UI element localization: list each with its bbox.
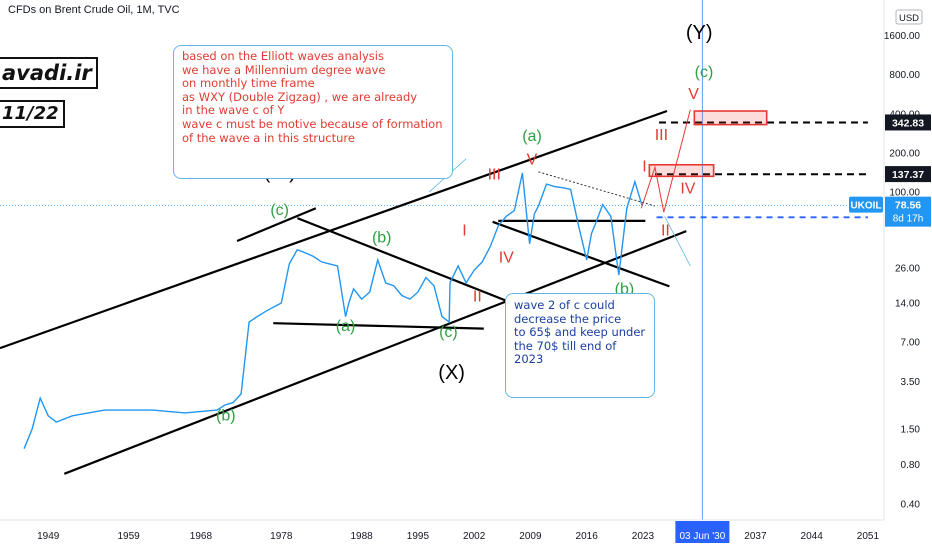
price-axis: 1600.00800.00400.00200.00100.0026.0014.0… xyxy=(849,0,932,550)
price-tag-label: 137.37 xyxy=(892,169,924,181)
wave-label: (a) xyxy=(336,318,356,335)
wave-label: (b) xyxy=(372,230,392,247)
wave-label: III xyxy=(488,166,501,183)
price-tick-label: 26.00 xyxy=(895,264,920,275)
price-tick-label: 200.00 xyxy=(889,148,920,159)
note-wave2-pointer xyxy=(664,216,691,267)
wave-label: (Y) xyxy=(686,22,713,44)
b-dotted-line xyxy=(538,171,656,207)
wave-label: I xyxy=(642,159,646,176)
price-tag-label: 342.83 xyxy=(892,117,924,129)
price-tick-label: 3.50 xyxy=(901,377,921,388)
wave-label: II xyxy=(473,289,482,306)
price-tick-label: 100.00 xyxy=(889,188,920,199)
wave-label: I xyxy=(462,222,466,239)
watermark-date: 11/22 xyxy=(0,100,65,128)
price-tag xyxy=(885,166,931,183)
red-projection-path xyxy=(640,109,691,213)
price-tick-label: 14.00 xyxy=(895,299,920,310)
time-tick-label: 1995 xyxy=(407,531,430,542)
price-tick-label: 0.80 xyxy=(901,460,921,471)
time-tick-label: 2044 xyxy=(801,531,824,542)
wave-label: (c) xyxy=(270,202,289,219)
trend-lines xyxy=(0,109,868,475)
crosshair-date-tag xyxy=(675,521,730,543)
wave-labels: (Y)(c)VIIIIIVII(W)(c)(b)(a)(c)(X)(b)IIII… xyxy=(216,22,713,425)
symbol-label: UKOIL xyxy=(850,201,881,212)
time-axis: 1949 1959 1968 1978 1988 1995 2002 2009 2016 2023… xyxy=(0,519,932,550)
time-tick-label: 2009 xyxy=(519,531,542,542)
lower-channel-line xyxy=(63,230,687,475)
w-channel-top xyxy=(236,207,317,243)
crosshair-date-label: 03 Jun '30 xyxy=(679,531,725,542)
price-tick-label: 1600.00 xyxy=(884,31,921,42)
wave-label: (X) xyxy=(438,362,465,384)
wave-label: (c) xyxy=(439,324,458,341)
time-tick-label: 1988 xyxy=(351,531,374,542)
triangle-upper-line xyxy=(296,217,519,307)
wave-label: IV xyxy=(499,249,514,266)
wave-label: (a) xyxy=(522,128,542,145)
last-price-tag xyxy=(885,196,931,227)
time-tick-label: 2037 xyxy=(744,531,767,542)
upper-channel-line xyxy=(0,109,668,350)
wave2-note-box[interactable]: wave 2 of c could decrease the price to … xyxy=(505,293,655,398)
time-axis-background xyxy=(0,520,932,550)
price-tick-label: 0.40 xyxy=(901,499,921,510)
analysis-note-box[interactable]: based on the Elliott waves analysis we h… xyxy=(173,45,453,179)
watermark-site: avadi.ir xyxy=(0,57,98,89)
wave-label: (c) xyxy=(695,64,714,81)
symbol-tag xyxy=(849,196,883,213)
triangle-lower-line xyxy=(273,322,484,330)
currency-label: USD xyxy=(899,13,919,24)
last-price-label: 78.56 xyxy=(895,200,921,212)
price-tick-label: 800.00 xyxy=(889,70,920,81)
time-tick-label: 1978 xyxy=(270,531,293,542)
target-box-v xyxy=(693,110,768,126)
time-tick-label: 1949 xyxy=(37,531,60,542)
time-tick-label: 2051 xyxy=(857,531,880,542)
time-tick-label: 2023 xyxy=(632,531,655,542)
chart-title: CFDs on Brent Crude Oil, 1M, TVC xyxy=(8,4,180,16)
wave-label: V xyxy=(688,86,699,103)
time-tick-label: 2016 xyxy=(576,531,599,542)
wave-label: II xyxy=(661,222,670,239)
time-tick-label: 2002 xyxy=(463,531,486,542)
wave-label: (b) xyxy=(216,408,236,425)
time-tick-label: 1968 xyxy=(190,531,213,542)
price-tick-label: 1.50 xyxy=(901,425,921,436)
wave-label: IV xyxy=(680,180,695,197)
countdown-label: 8d 17h xyxy=(893,214,924,225)
price-tag xyxy=(885,114,931,131)
price-tick-label: 7.00 xyxy=(901,338,921,349)
wave-label: III xyxy=(655,127,668,144)
b-channel-lower xyxy=(492,220,670,288)
currency-badge[interactable] xyxy=(895,9,923,25)
target-box-i xyxy=(648,163,715,178)
time-tick-label: 1959 xyxy=(117,531,140,542)
price-axis-background xyxy=(884,0,932,550)
wave-label: V xyxy=(527,152,538,169)
price-series-line xyxy=(23,172,643,449)
